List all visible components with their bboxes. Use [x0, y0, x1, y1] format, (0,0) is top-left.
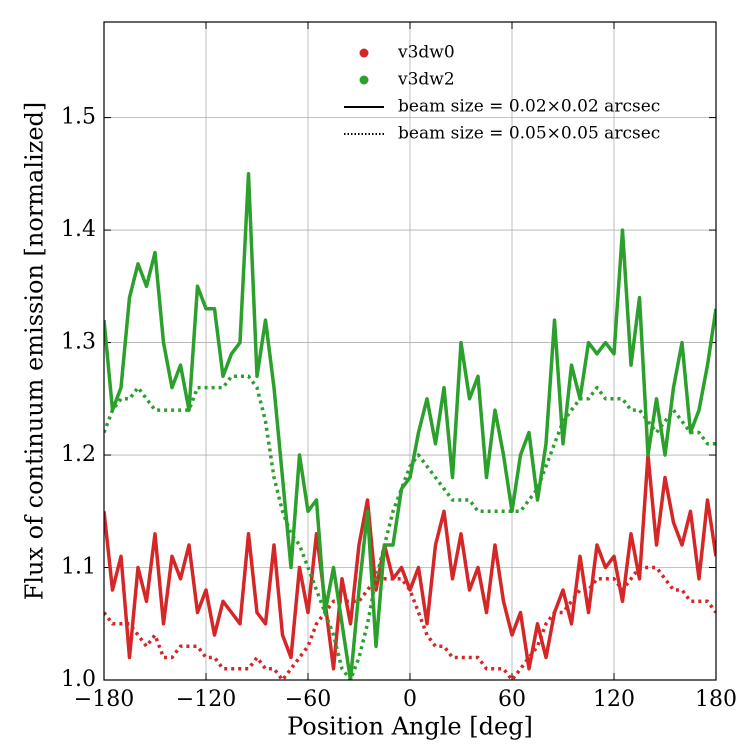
legend-label: v3dw2 [397, 70, 455, 90]
x-tick-label: −120 [176, 687, 236, 712]
y-tick-label: 1.1 [61, 555, 96, 580]
x-tick-label: −180 [74, 687, 134, 712]
series-line [104, 565, 716, 680]
x-axis-label: Position Angle [deg] [287, 713, 533, 741]
legend-label: beam size = 0.02×0.02 arcsec [398, 97, 660, 117]
legend-label: beam size = 0.05×0.05 arcsec [398, 124, 660, 144]
y-tick-label: 1.0 [61, 667, 96, 692]
y-tick-label: 1.3 [61, 330, 96, 355]
legend-marker [359, 48, 369, 58]
series-line [104, 374, 716, 680]
x-tick-label: −60 [285, 687, 331, 712]
legend-label: v3dw0 [397, 43, 455, 63]
series-line [104, 172, 716, 680]
x-tick-label: 120 [593, 687, 635, 712]
x-tick-label: 0 [403, 687, 417, 712]
y-tick-label: 1.4 [61, 217, 96, 242]
y-tick-label: 1.5 [61, 105, 96, 130]
legend-marker [359, 75, 369, 85]
y-tick-label: 1.2 [61, 442, 96, 467]
y-axis-label: Flux of continuum emission [normalized] [21, 102, 49, 601]
plot-frame [103, 21, 717, 681]
x-tick-label: 180 [695, 687, 737, 712]
series-line [104, 453, 716, 671]
x-tick-label: 60 [498, 687, 526, 712]
